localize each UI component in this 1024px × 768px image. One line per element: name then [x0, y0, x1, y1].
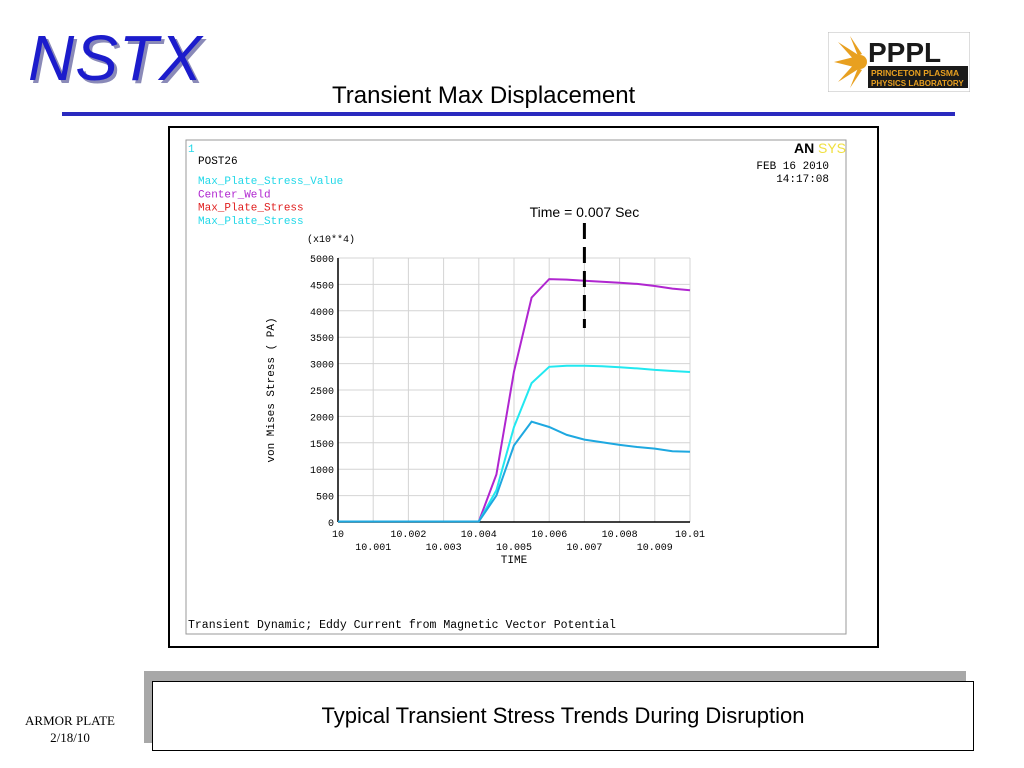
- footer-label: ARMOR PLATE: [25, 713, 115, 728]
- legend-entry: Max_Plate_Stress: [198, 203, 304, 215]
- annotation-label: Time = 0.007 Sec: [530, 204, 640, 220]
- y-tick-label: 500: [316, 493, 334, 504]
- pppl-logo: PPPL PRINCETON PLASMA PHYSICS LABORATORY: [828, 32, 970, 92]
- caption-box: Typical Transient Stress Trends During D…: [152, 681, 974, 751]
- legend-entry: Max_Plate_Stress_Value: [198, 176, 343, 188]
- slide-title: Transient Max Displacement: [332, 82, 636, 109]
- footer-date: 2/18/10: [50, 730, 90, 745]
- y-tick-label: 0: [328, 519, 334, 530]
- y-tick-label: 4500: [310, 281, 334, 292]
- pppl-logo-line2: PHYSICS LABORATORY: [871, 79, 964, 88]
- y-tick-label: 2500: [310, 387, 334, 398]
- x-tick-label: 10.005: [496, 543, 532, 554]
- time-annotation: Time = 0.007 Sec: [530, 204, 640, 328]
- y-tick-label: 3500: [310, 334, 334, 345]
- x-tick-label: 10.007: [566, 543, 602, 554]
- y-tick-label: 4000: [310, 308, 334, 319]
- footer: ARMOR PLATE 2/18/10: [14, 712, 126, 746]
- x-axis-label: TIME: [501, 555, 528, 567]
- x-tick-label: 10.004: [461, 530, 497, 541]
- plot-series: [338, 278, 691, 523]
- nstx-logo: NSTX: [28, 22, 203, 94]
- legend-entry: Center_Weld: [198, 189, 271, 201]
- plot-date: FEB 16 2010: [756, 161, 829, 173]
- pppl-logo-line1: PRINCETON PLASMA: [871, 68, 959, 78]
- x-tick-label: 10.001: [355, 543, 391, 554]
- ansys-logo-sys: SYS: [818, 140, 846, 156]
- ansys-logo: AN SYS: [794, 140, 846, 156]
- plot-subtitle: Transient Dynamic; Eddy Current from Mag…: [188, 619, 616, 632]
- title-divider: [62, 112, 955, 116]
- y-tick-label: 1000: [310, 466, 334, 477]
- sunburst-icon: [834, 36, 867, 88]
- window-number: 1: [188, 144, 195, 156]
- ansys-logo-an: AN: [794, 140, 814, 156]
- x-tick-label: 10.003: [426, 543, 462, 554]
- x-tick-label: 10.01: [675, 530, 705, 541]
- pppl-logo-name: PPPL: [868, 37, 941, 68]
- x-tick-label: 10.006: [531, 530, 567, 541]
- y-tick-label: 5000: [310, 255, 334, 266]
- y-multiplier: (x10**4): [307, 234, 355, 246]
- plot-time: 14:17:08: [776, 174, 829, 186]
- x-tick-label: 10.008: [602, 530, 638, 541]
- plot-grid: [337, 257, 691, 523]
- y-tick-label: 2000: [310, 413, 334, 424]
- ansys-plot-frame: 1 POST26 FEB 16 2010 14:17:08 AN SYS Max…: [168, 126, 879, 648]
- axis-ticks: 0 500 1000 1500 2000 2500 3000 3500 4000 4500 5000…: [310, 255, 705, 554]
- x-tick-label: 10.009: [637, 543, 673, 554]
- legend-entry: Max_Plate_Stress: [198, 216, 304, 228]
- x-tick-label: 10.002: [390, 530, 426, 541]
- x-tick-label: 10: [332, 530, 344, 541]
- ansys-plot: 1 POST26 FEB 16 2010 14:17:08 AN SYS Max…: [185, 139, 847, 635]
- caption-text: Typical Transient Stress Trends During D…: [321, 703, 805, 728]
- series-line: [338, 420, 691, 523]
- processor-label: POST26: [198, 156, 238, 168]
- y-tick-label: 3000: [310, 361, 334, 372]
- y-axis-label: von Mises Stress ( PA): [266, 317, 278, 462]
- y-tick-label: 1500: [310, 440, 334, 451]
